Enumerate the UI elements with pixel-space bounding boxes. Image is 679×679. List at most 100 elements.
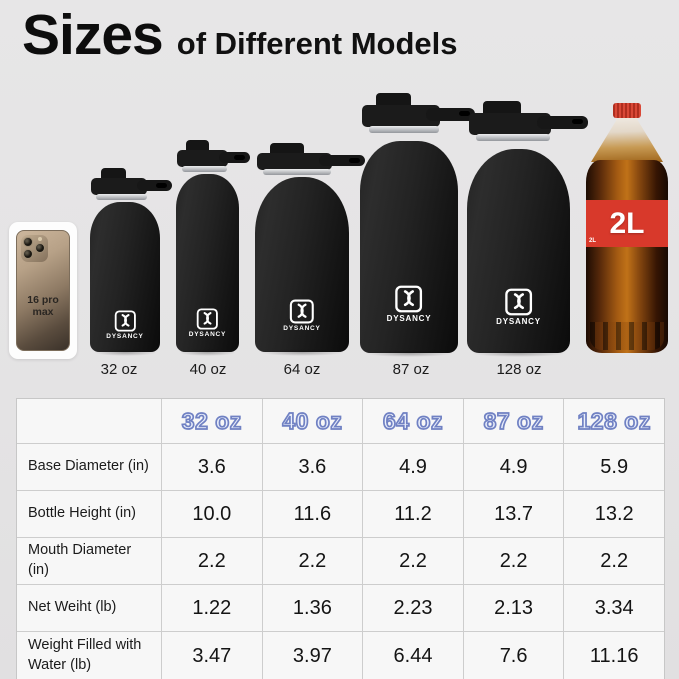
table-value: 7.6: [463, 632, 564, 679]
bottle-shadow: [472, 350, 565, 357]
table-value: 5.9: [564, 444, 664, 490]
cap-handle: [536, 116, 588, 129]
table-value: 6.44: [363, 632, 463, 679]
steel-ring: [368, 126, 440, 133]
cap-handle: [318, 155, 366, 166]
bottle-87oz: DYSANCY: [360, 93, 475, 357]
size-label-40oz: 40 oz: [189, 361, 227, 378]
size-label-128oz: 128 oz: [496, 361, 542, 378]
table-value: 1.36: [262, 585, 363, 631]
brand-mark: DYSANCY: [106, 310, 143, 340]
cap-lid: [256, 153, 366, 170]
row-label: Net Weiht (lb): [17, 585, 161, 631]
table-value: 2.2: [262, 538, 363, 584]
table-value: 13.2: [564, 491, 664, 537]
cap-spout: [186, 140, 209, 153]
table-value: 11.16: [564, 632, 664, 679]
cap-spout: [101, 168, 127, 181]
cap-handle: [426, 108, 475, 121]
cap-spout: [270, 143, 304, 156]
brand-name: DYSANCY: [106, 333, 144, 340]
column-header-64oz: 64 oz: [363, 399, 463, 443]
table-value: 4.9: [463, 444, 564, 490]
camera-lens-icon: [23, 249, 33, 259]
brand-mark: DYSANCY: [387, 285, 432, 323]
brand-mark: DYSANCY: [189, 308, 226, 338]
size-label-87oz: 87 oz: [392, 361, 430, 378]
camera-lens-icon: [35, 243, 45, 253]
table-value: 3.47: [162, 632, 262, 679]
brand-name: DYSANCY: [188, 331, 227, 338]
dysancy-logo-icon: [395, 285, 423, 313]
cola-small-label: 2L: [589, 238, 597, 244]
cap-handle: [218, 152, 250, 163]
cap-handle: [137, 180, 173, 191]
cola-label: 2L 2L: [586, 200, 668, 247]
row-label: Bottle Height (in): [17, 491, 161, 537]
bottle-shadow: [93, 349, 157, 356]
cola-cap: [613, 103, 641, 118]
row-label: Base Diameter (in): [17, 444, 161, 490]
brand-mark: DYSANCY: [496, 288, 541, 326]
camera-lens-icon: [23, 237, 33, 247]
phone-model-label: 16 pro max: [27, 294, 59, 318]
bottle-cap: [255, 143, 366, 177]
cola-scale-bottle: 2L 2L: [586, 103, 668, 353]
table-value: 3.6: [262, 444, 363, 490]
row-label: Weight Filled with Water (lb): [17, 632, 161, 679]
bottle-shadow: [364, 350, 454, 357]
brand-name: DYSANCY: [496, 317, 541, 326]
table-value: 3.34: [564, 585, 664, 631]
page-title: Sizes of Different Models: [22, 2, 458, 68]
cola-neck: [591, 118, 663, 162]
table-value: 13.7: [463, 491, 564, 537]
bottle-cap: [176, 140, 250, 174]
dysancy-logo-icon: [505, 288, 532, 316]
cap-lid: [361, 105, 475, 127]
table-value: 11.2: [363, 491, 463, 537]
steel-ring: [263, 169, 332, 175]
table-value: 2.23: [363, 585, 463, 631]
bottle-body: DYSANCY: [467, 149, 570, 357]
table-value: 11.6: [262, 491, 363, 537]
cola-volume-label: 2L: [609, 206, 645, 240]
title-main: Sizes: [22, 3, 164, 67]
dysancy-logo-icon: [196, 308, 219, 330]
bottle-32oz: DYSANCY: [90, 168, 173, 356]
column-header-128oz: 128 oz: [564, 399, 664, 443]
table-value: 2.2: [463, 538, 564, 584]
bottle-64oz: DYSANCY: [255, 143, 366, 356]
bottle-body: DYSANCY: [90, 202, 160, 356]
table-value: 2.2: [363, 538, 463, 584]
bottle-cap: [360, 93, 475, 141]
steel-ring: [181, 166, 228, 172]
bottle-128oz: DYSANCY: [467, 101, 588, 357]
size-label-32oz: 32 oz: [100, 361, 138, 378]
table-value: 1.22: [162, 585, 262, 631]
table-corner-cell: [17, 399, 161, 443]
table-value: 10.0: [162, 491, 262, 537]
dysancy-logo-icon: [290, 299, 314, 324]
steel-ring: [476, 134, 551, 141]
phone-camera-icon: [21, 235, 48, 262]
table-value: 2.2: [162, 538, 262, 584]
brand-mark: DYSANCY: [283, 299, 320, 332]
bottle-cap: [467, 101, 588, 149]
phone-scale-card: 16 pro max: [9, 222, 77, 359]
brand-name: DYSANCY: [283, 325, 321, 332]
cap-lid: [469, 113, 588, 135]
cap-lid: [91, 178, 173, 195]
spec-table: 32 oz 40 oz 64 oz 87 oz 128 oz Base Diam…: [16, 398, 665, 679]
steel-ring: [96, 194, 147, 200]
cola-grooves: [590, 322, 664, 350]
bottle-body: DYSANCY: [176, 174, 239, 356]
camera-flash-icon: [38, 237, 42, 241]
cap-lid: [177, 150, 250, 167]
brand-name: DYSANCY: [386, 314, 432, 323]
bottle-body: DYSANCY: [255, 177, 349, 356]
column-header-32oz: 32 oz: [162, 399, 262, 443]
bottle-shadow: [179, 349, 236, 356]
phone-image: 16 pro max: [16, 230, 70, 351]
table-value: 2.2: [564, 538, 664, 584]
cola-body: [586, 160, 668, 353]
